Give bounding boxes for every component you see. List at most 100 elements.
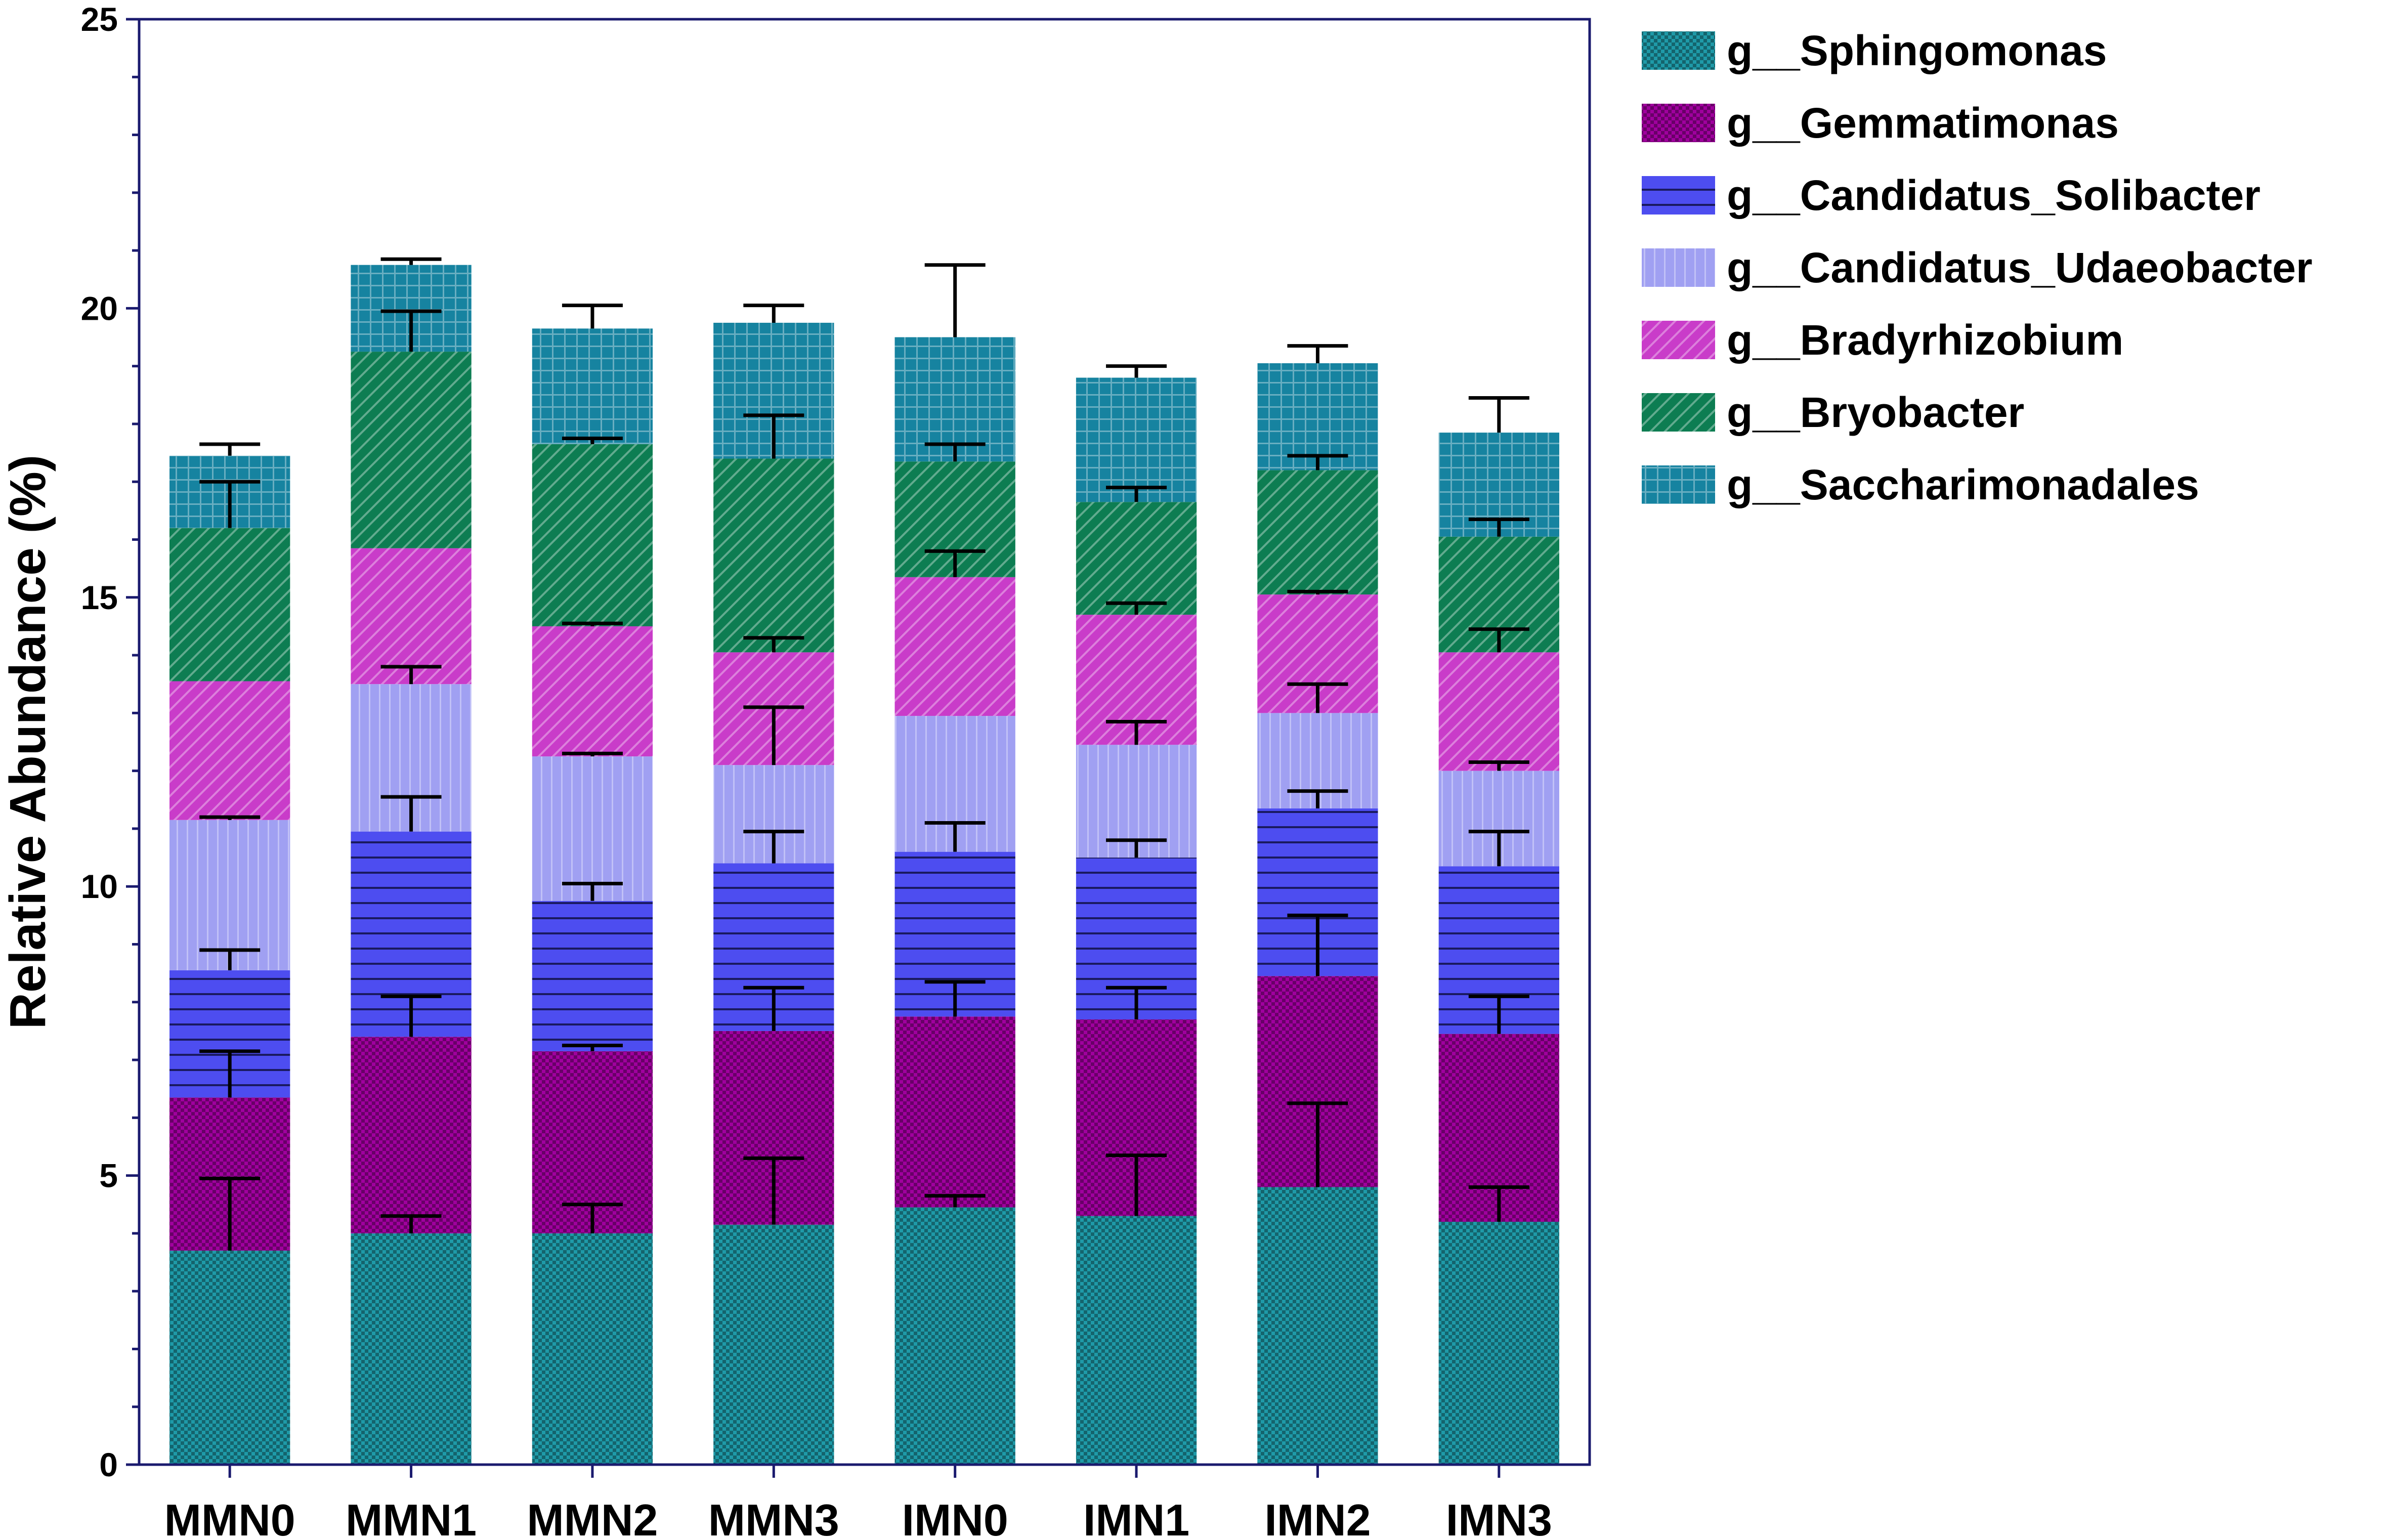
error-bar-IMN1-g__Saccharimonadales — [1106, 364, 1167, 378]
error-bar-IMN0-g__Sphingomonas — [924, 1194, 986, 1208]
error-bar-IMN0-g__Gemmatimonas — [924, 980, 986, 1017]
error-bar-IMN0-g__Candidatus_Solibacter — [924, 821, 986, 852]
error-bar-MMN0-g__Candidatus_Udaeobacter — [199, 815, 261, 820]
y-axis-title: Relative Abundance (%) — [0, 455, 56, 1029]
x-axis-ticks: MMN0 MMN1 MMN2 MMN3 IMN0 IMN1 IMN2 IMN3 — [164, 1465, 1552, 1540]
error-bar-MMN1-g__Sphingomonas — [380, 1214, 442, 1233]
error-bar-IMN1-g__Bryobacter — [1106, 486, 1167, 502]
bar-MMN0-g__Bryobacter — [169, 528, 290, 681]
bar-MMN2-g__Bradyrhizobium — [532, 626, 653, 757]
x-tick-label-MMN2: MMN2 — [527, 1495, 658, 1540]
legend-swatch — [1642, 321, 1715, 359]
bar-IMN0-g__Sphingomonas — [894, 1207, 1015, 1465]
y-tick-label: 5 — [99, 1157, 118, 1194]
bar-IMN2-g__Bryobacter — [1257, 470, 1378, 595]
error-bar-MMN2-g__Candidatus_Udaeobacter — [562, 751, 623, 757]
y-tick-label: 0 — [99, 1446, 118, 1483]
error-bar-IMN2-g__Saccharimonadales — [1287, 344, 1348, 363]
bar-MMN1-g__Sphingomonas — [351, 1233, 472, 1465]
bars-layer — [169, 265, 1559, 1465]
legend-entry-g__Candidatus_Udaeobacter: g__Candidatus_Udaeobacter — [1642, 244, 2313, 291]
legend-entry-g__Saccharimonadales: g__Saccharimonadales — [1642, 461, 2199, 508]
bar-MMN2-g__Bryobacter — [532, 444, 653, 626]
error-bar-MMN0-g__Sphingomonas — [199, 1176, 261, 1251]
x-tick-label-IMN2: IMN2 — [1264, 1495, 1371, 1540]
bar-IMN3-g__Sphingomonas — [1438, 1222, 1559, 1465]
y-tick-label: 10 — [81, 868, 118, 905]
error-bar-IMN3-g__Bryobacter — [1468, 518, 1529, 537]
legend-swatch — [1642, 393, 1715, 432]
error-bar-MMN1-g__Candidatus_Solibacter — [380, 795, 442, 832]
bar-IMN3-g__Bradyrhizobium — [1438, 652, 1559, 771]
legend-entry-g__Sphingomonas: g__Sphingomonas — [1642, 27, 2107, 74]
legend-entry-g__Bradyrhizobium: g__Bradyrhizobium — [1642, 316, 2123, 364]
bar-MMN3-g__Sphingomonas — [713, 1224, 834, 1465]
error-bar-IMN0-g__Bradyrhizobium — [924, 549, 986, 577]
legend-label: g__Saccharimonadales — [1727, 461, 2199, 508]
error-bar-MMN1-g__Bryobacter — [380, 309, 442, 352]
error-bar-MMN1-g__Saccharimonadales — [380, 257, 442, 265]
error-bar-MMN2-g__Sphingomonas — [562, 1203, 623, 1233]
x-tick-label-MMN1: MMN1 — [346, 1495, 477, 1540]
x-tick-label-IMN1: IMN1 — [1083, 1495, 1189, 1540]
x-tick-label-IMN3: IMN3 — [1446, 1495, 1552, 1540]
error-bar-IMN3-g__Candidatus_Udaeobacter — [1468, 760, 1529, 771]
error-bar-IMN2-g__Candidatus_Solibacter — [1287, 789, 1348, 808]
error-bar-MMN2-g__Saccharimonadales — [562, 304, 623, 329]
bar-IMN2-g__Sphingomonas — [1257, 1187, 1378, 1465]
bar-MMN2-g__Candidatus_Udaeobacter — [532, 756, 653, 901]
x-tick-label-MMN0: MMN0 — [164, 1495, 295, 1540]
legend-label: g__Sphingomonas — [1727, 27, 2107, 74]
error-bar-IMN3-g__Bradyrhizobium — [1468, 627, 1529, 653]
bar-IMN1-g__Sphingomonas — [1076, 1216, 1197, 1465]
y-tick-label: 15 — [81, 579, 118, 616]
error-bar-MMN2-g__Bradyrhizobium — [562, 621, 623, 626]
bar-IMN1-g__Bryobacter — [1076, 502, 1197, 615]
bar-MMN2-g__Sphingomonas — [532, 1233, 653, 1465]
error-bar-MMN2-g__Bryobacter — [562, 437, 623, 444]
bar-MMN1-g__Bradyrhizobium — [351, 548, 472, 685]
error-bar-MMN3-g__Gemmatimonas — [743, 986, 804, 1031]
bar-MMN1-g__Bryobacter — [351, 352, 472, 548]
legend-label: g__Gemmatimonas — [1727, 99, 2119, 147]
legend-entry-g__Candidatus_Solibacter: g__Candidatus_Solibacter — [1642, 172, 2260, 219]
legend-entry-g__Bryobacter: g__Bryobacter — [1642, 389, 2024, 436]
error-bar-MMN3-g__Candidatus_Solibacter — [743, 830, 804, 864]
bar-IMN1-g__Saccharimonadales — [1076, 377, 1197, 502]
error-bar-IMN1-g__Gemmatimonas — [1106, 986, 1167, 1020]
error-bar-IMN2-g__Gemmatimonas — [1287, 913, 1348, 976]
axes-layer — [138, 18, 1591, 1466]
legend-label: g__Bradyrhizobium — [1727, 316, 2123, 364]
error-bar-IMN2-g__Bradyrhizobium — [1287, 589, 1348, 595]
x-tick-label-IMN0: IMN0 — [902, 1495, 1008, 1540]
legend-label: g__Candidatus_Solibacter — [1727, 172, 2260, 219]
error-bar-MMN3-g__Sphingomonas — [743, 1156, 804, 1225]
error-bar-MMN3-g__Candidatus_Udaeobacter — [743, 705, 804, 765]
error-bar-IMN0-g__Saccharimonadales — [924, 263, 986, 337]
bar-IMN2-g__Saccharimonadales — [1257, 363, 1378, 470]
y-axis-ticks: 0 5 10 15 20 25 — [81, 1, 139, 1483]
legend: g__Sphingomonas g__Gemmatimonas g__Candida… — [1642, 27, 2313, 508]
legend-swatch — [1642, 248, 1715, 287]
error-bar-MMN0-g__Saccharimonadales — [199, 442, 261, 456]
bar-MMN2-g__Saccharimonadales — [532, 328, 653, 444]
error-bar-IMN1-g__Bradyrhizobium — [1106, 601, 1167, 615]
y-tick-label: 25 — [81, 1, 118, 38]
legend-entry-g__Gemmatimonas: g__Gemmatimonas — [1642, 99, 2119, 147]
y-tick-label: 20 — [81, 289, 118, 327]
bar-MMN3-g__Bryobacter — [713, 458, 834, 653]
error-bar-IMN2-g__Candidatus_Udaeobacter — [1287, 682, 1348, 713]
legend-label: g__Candidatus_Udaeobacter — [1727, 244, 2313, 291]
error-bar-MMN3-g__Saccharimonadales — [743, 304, 804, 323]
error-bar-IMN1-g__Candidatus_Udaeobacter — [1106, 720, 1167, 745]
error-bar-MMN1-g__Gemmatimonas — [380, 994, 442, 1037]
bar-MMN2-g__Candidatus_Solibacter — [532, 901, 653, 1051]
legend-swatch — [1642, 176, 1715, 215]
legend-swatch — [1642, 31, 1715, 70]
error-bar-MMN2-g__Candidatus_Solibacter — [562, 881, 623, 901]
error-bar-IMN1-g__Sphingomonas — [1106, 1153, 1167, 1216]
error-bar-MMN3-g__Bryobacter — [743, 413, 804, 459]
legend-swatch — [1642, 104, 1715, 142]
error-bar-MMN2-g__Gemmatimonas — [562, 1043, 623, 1051]
